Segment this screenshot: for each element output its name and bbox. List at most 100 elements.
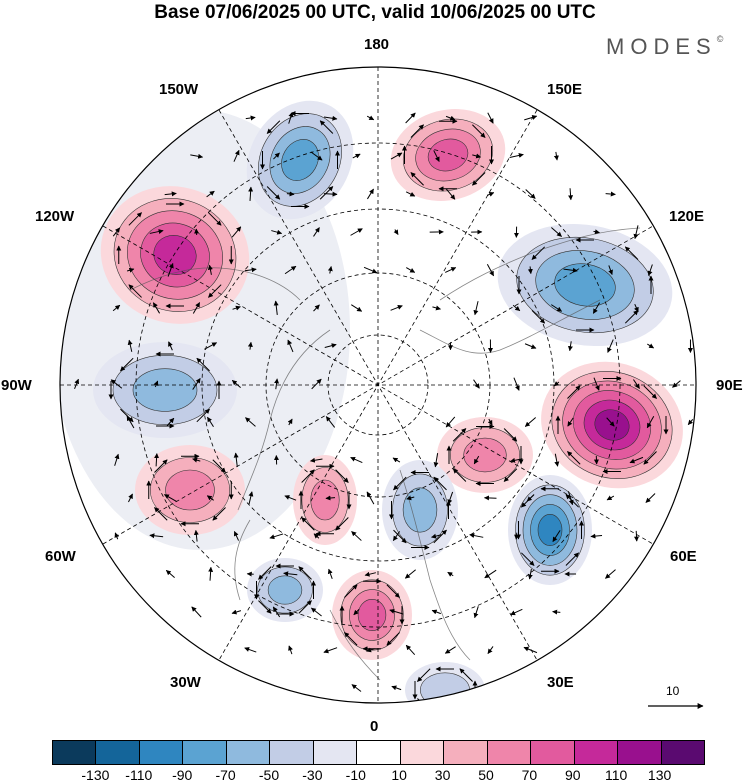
wind-arrow bbox=[313, 304, 320, 312]
wind-arrow bbox=[567, 491, 574, 506]
wind-arrow bbox=[473, 606, 479, 619]
wind-arrow bbox=[327, 266, 333, 274]
wind-arrow bbox=[391, 685, 402, 691]
wind-arrow bbox=[554, 453, 560, 467]
anomaly-contour bbox=[310, 479, 340, 521]
wind-arrow bbox=[593, 229, 600, 235]
anomaly-contour bbox=[463, 437, 507, 473]
wind-arrow bbox=[410, 172, 424, 186]
wind-arrow bbox=[629, 456, 644, 464]
wind-arrow bbox=[472, 153, 482, 159]
colorbar-tick-label: 10 bbox=[391, 767, 407, 783]
wind-arrow bbox=[607, 339, 614, 353]
lon-label-30w: 30W bbox=[170, 674, 201, 691]
anomaly-low-alaska-sea bbox=[246, 100, 354, 220]
wind-arrow bbox=[128, 493, 133, 503]
wind-arrow bbox=[526, 494, 535, 502]
wind-arrow bbox=[245, 115, 256, 121]
wind-arrow bbox=[567, 341, 573, 352]
wind-arrow bbox=[567, 451, 581, 465]
wind-arrow bbox=[233, 530, 240, 541]
wind-arrow bbox=[445, 115, 456, 121]
wind-arrow bbox=[266, 120, 281, 134]
wind-arrow bbox=[233, 452, 239, 468]
wind-arrow bbox=[335, 469, 349, 483]
wind-arrow bbox=[152, 302, 161, 314]
wind-arrow bbox=[484, 569, 497, 579]
wind-arrow bbox=[163, 494, 177, 502]
wind-arrow bbox=[114, 453, 120, 466]
brand-mark: © bbox=[716, 33, 724, 44]
wind-arrow bbox=[301, 469, 315, 483]
anomaly-high-ural bbox=[437, 417, 533, 493]
wind-arrow bbox=[643, 385, 657, 399]
wind-arrow bbox=[473, 455, 480, 465]
wind-arrow bbox=[503, 428, 518, 442]
colorbar-segment bbox=[661, 741, 705, 764]
wind-arrow bbox=[645, 493, 656, 503]
colorbar-tick-label: -10 bbox=[345, 767, 366, 783]
wind-arrow bbox=[392, 457, 401, 463]
wind-arrow bbox=[514, 532, 520, 540]
wind-arrow bbox=[344, 632, 358, 646]
wind-arrow bbox=[204, 342, 218, 350]
wind-arrow bbox=[120, 357, 134, 372]
anomaly-contour bbox=[537, 513, 563, 547]
wind-arrow bbox=[366, 491, 375, 505]
wind-arrow bbox=[553, 381, 560, 387]
wind-arrow bbox=[287, 339, 294, 353]
wind-arrow bbox=[452, 468, 467, 482]
wind-arrow bbox=[523, 646, 538, 654]
wind-arrow bbox=[469, 533, 484, 538]
wind-arrow bbox=[165, 569, 175, 579]
wind-arrow bbox=[433, 529, 447, 544]
wind-arrow bbox=[606, 417, 615, 427]
wind-arrow bbox=[298, 566, 312, 580]
wind-arrow bbox=[353, 608, 360, 616]
anomaly-high-north-atlantic bbox=[293, 455, 357, 545]
wind-arrow bbox=[288, 645, 293, 655]
wind-arrow bbox=[231, 609, 242, 615]
lon-label-0: 0 bbox=[370, 718, 379, 735]
wind-arrow bbox=[393, 229, 399, 235]
colorbar-segment bbox=[400, 741, 445, 764]
wind-arrow bbox=[190, 153, 204, 159]
colorbar-tick-label: 110 bbox=[605, 767, 628, 783]
wind-arrow bbox=[483, 495, 497, 501]
colorbar-segment bbox=[574, 741, 619, 764]
anomaly-contour bbox=[427, 138, 469, 172]
wind-arrow bbox=[208, 284, 222, 298]
wind-arrow bbox=[510, 457, 523, 463]
wind-arrow bbox=[367, 188, 374, 200]
wind-arrow bbox=[431, 609, 441, 615]
wind-arrow bbox=[126, 415, 135, 429]
wind-arrow bbox=[527, 266, 533, 275]
wind-arrow bbox=[196, 408, 210, 423]
wind-arrow bbox=[283, 571, 298, 577]
lon-label-120e: 120E bbox=[669, 208, 705, 225]
wind-arrow bbox=[486, 192, 495, 197]
anomaly-contour bbox=[165, 469, 215, 511]
map-border bbox=[59, 66, 697, 704]
wind-arrow bbox=[319, 186, 334, 200]
colorbar-ticks: -130 -110 -90 -70 -50 -30 -10 10 30 50 70 90 110 130 bbox=[52, 767, 703, 783]
wind-arrow bbox=[323, 647, 338, 654]
colorbar bbox=[52, 740, 705, 765]
wind-arrow bbox=[350, 228, 363, 236]
colorbar-segment bbox=[444, 741, 488, 764]
wind-arrow bbox=[208, 566, 214, 581]
wind-arrow bbox=[567, 417, 574, 427]
wind-arrow bbox=[310, 607, 322, 617]
wind-arrow bbox=[567, 385, 581, 399]
wind-arrow bbox=[74, 378, 80, 389]
wind-arrow bbox=[273, 152, 280, 160]
wind-arrow bbox=[404, 569, 416, 579]
wind-arrow bbox=[128, 212, 142, 226]
wind-arrow bbox=[447, 491, 454, 505]
colorbar-segment bbox=[487, 741, 532, 764]
wind-arrow bbox=[344, 584, 358, 598]
wind-arrow bbox=[687, 419, 694, 426]
colorbar-segment bbox=[96, 741, 140, 764]
wind-arrow bbox=[196, 357, 210, 372]
